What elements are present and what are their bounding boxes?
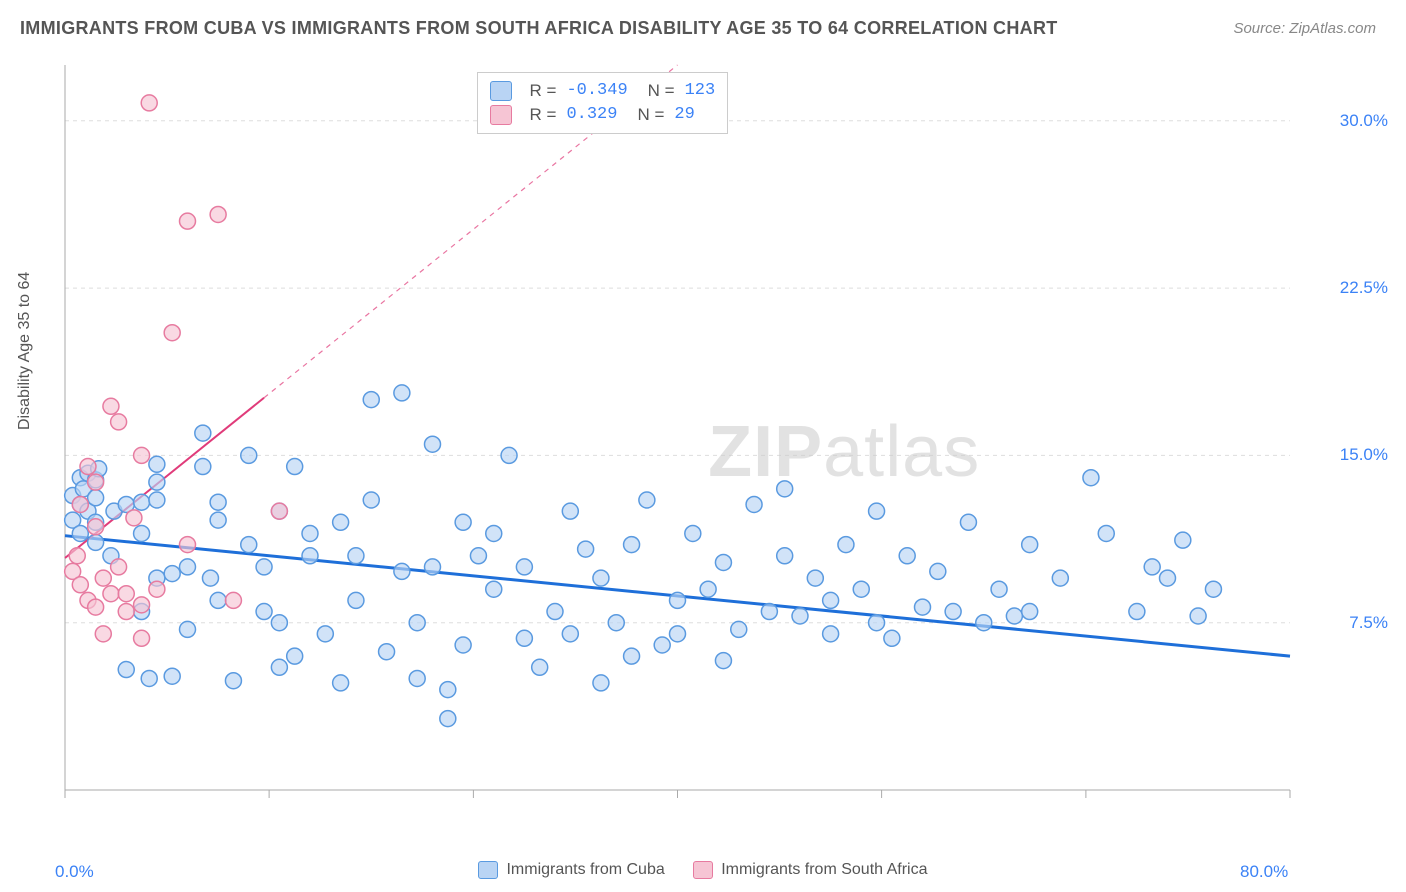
x-tick-label: 0.0%: [55, 862, 94, 882]
y-axis-label: Disability Age 35 to 64: [16, 272, 34, 430]
y-tick-label: 15.0%: [1340, 445, 1388, 465]
series-legend: Immigrants from Cuba Immigrants from Sou…: [0, 861, 1406, 884]
scatter-chart: [60, 50, 1350, 820]
swatch-pink: [693, 861, 713, 879]
legend-row: R = 0.329N = 29: [490, 103, 716, 127]
legend-label-south-africa: Immigrants from South Africa: [721, 861, 927, 879]
y-tick-label: 30.0%: [1340, 111, 1388, 131]
swatch-blue: [478, 861, 498, 879]
x-tick-label: 80.0%: [1240, 862, 1288, 882]
y-tick-label: 22.5%: [1340, 278, 1388, 298]
y-tick-label: 7.5%: [1349, 613, 1388, 633]
source-attribution: Source: ZipAtlas.com: [1233, 20, 1376, 37]
legend-label-cuba: Immigrants from Cuba: [506, 861, 664, 879]
legend-item-cuba: Immigrants from Cuba: [478, 861, 664, 879]
chart-title: IMMIGRANTS FROM CUBA VS IMMIGRANTS FROM …: [20, 18, 1058, 39]
correlation-legend: R =-0.349N =123R = 0.329N = 29: [477, 72, 729, 134]
plot-area: [60, 50, 1350, 820]
legend-item-south-africa: Immigrants from South Africa: [693, 861, 927, 879]
legend-row: R =-0.349N =123: [490, 79, 716, 103]
